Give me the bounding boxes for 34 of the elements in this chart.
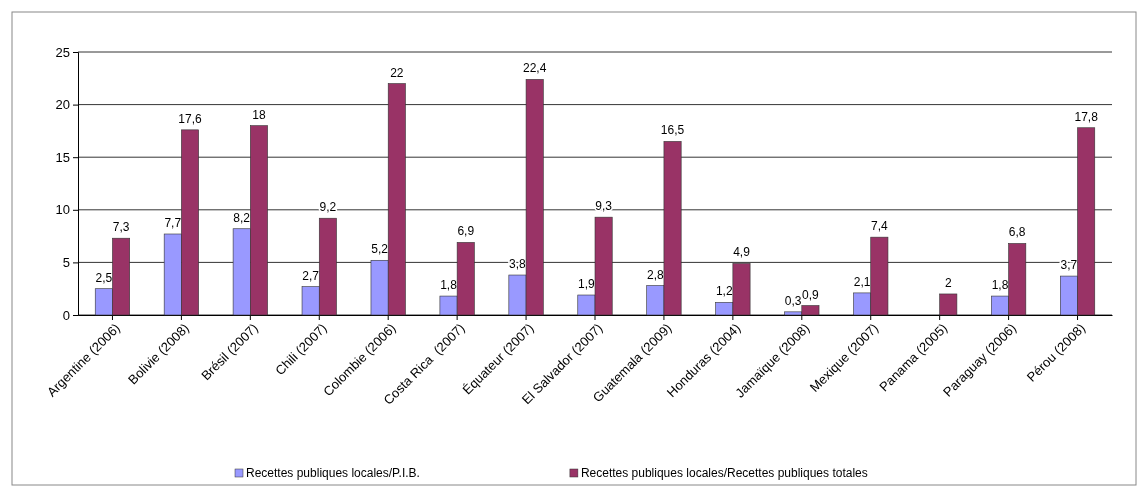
data-label: 8,2 [233, 210, 251, 225]
data-label: 1,9 [578, 277, 596, 292]
data-label: 7,3 [112, 220, 130, 235]
y-tick-label: 5 [62, 255, 70, 271]
data-label: 1,8 [440, 278, 458, 293]
data-label: 0,9 [802, 287, 820, 302]
data-label: 2,1 [853, 274, 871, 289]
bar [939, 293, 958, 316]
data-label: 7,4 [871, 219, 889, 234]
legend-label: Recettes publiques locales/Recettes publiques totales [580, 466, 868, 480]
data-label: 2,8 [646, 267, 664, 282]
legend-label: Recettes publiques locales/P.I.B. [246, 466, 420, 480]
data-label: 22 [390, 65, 404, 80]
data-label: 17,6 [178, 111, 203, 126]
data-label: 2,7 [302, 268, 320, 283]
data-label: 22,4 [523, 61, 547, 76]
data-label: 4,9 [733, 245, 751, 260]
y-tick-label: 10 [55, 202, 70, 218]
data-label: 7,7 [164, 216, 182, 230]
data-label: 16,5 [660, 123, 685, 138]
data-label: 18 [252, 107, 266, 122]
data-label: 17,8 [1074, 109, 1099, 124]
data-label: 5,2 [371, 242, 389, 257]
data-label: 1,8 [991, 278, 1009, 293]
y-tick-label: 20 [55, 97, 70, 113]
y-tick-label: 25 [55, 44, 70, 60]
data-label: 1,2 [715, 284, 733, 299]
y-tick-label: 0 [62, 307, 70, 323]
y-tick-label: 15 [55, 149, 70, 165]
data-label: 2 [944, 275, 952, 290]
data-label: 0,3 [784, 293, 802, 308]
data-label: 2,5 [95, 270, 113, 285]
data-label: 6,8 [1008, 225, 1026, 240]
data-label: 6,9 [457, 224, 475, 239]
